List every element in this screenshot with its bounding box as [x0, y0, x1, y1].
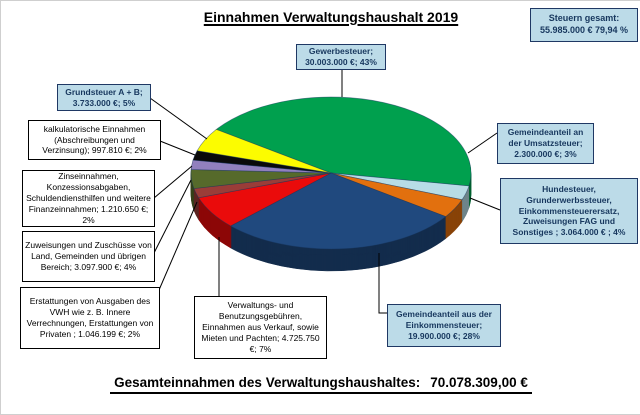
callout-text: Verwaltungs- und Benutzungsgebühren, Ein… — [201, 300, 320, 354]
callout-text: Gemeindeanteil aus der Einkommensteuer; … — [396, 309, 492, 341]
leader-line-7 — [378, 253, 387, 314]
page-title: Einnahmen Verwaltungshaushalt 2019 — [203, 9, 459, 25]
callout-text: Zinseinnahmen, Konzessionsabgaben, Schul… — [26, 171, 151, 225]
callout-text: kalkulatorische Einnahmen (Abschreibunge… — [42, 123, 147, 156]
taxes-total-line2: 55.985.000 € 79,94 % — [539, 25, 629, 35]
callout-kalkulatorische: kalkulatorische Einnahmen (Abschreibunge… — [28, 120, 161, 160]
total-line: Gesamteinnahmen des Verwaltungshaushalte… — [1, 375, 640, 394]
leader-line-3 — [153, 165, 193, 199]
leader-line-4 — [153, 179, 192, 254]
callout-zinseinnahmen: Zinseinnahmen, Konzessionsabgaben, Schul… — [22, 170, 155, 227]
callout-text: Gewerbesteuer; 30.003.000 €; 43% — [305, 46, 377, 67]
leader-line-5 — [158, 201, 198, 291]
leader-line-2 — [159, 140, 196, 156]
pie-slice-gewerbesteuer — [215, 96, 472, 187]
pie-slice-grundsteuer — [196, 129, 332, 174]
callout-text: Gemeindeanteil an der Umsatzsteuer; 2.30… — [507, 127, 584, 159]
callout-erstattungen: Erstattungen von Ausgaben des VWH wie z.… — [20, 287, 160, 349]
callout-umsatzsteuer: Gemeindeanteil an der Umsatzsteuer; 2.30… — [497, 123, 594, 164]
leader-line-1 — [149, 97, 208, 140]
leader-line-8 — [469, 197, 501, 211]
callout-grundsteuer: Grundsteuer A + B; 3.733.000 €; 5% — [57, 84, 151, 111]
callout-gebuehren: Verwaltungs- und Benutzungsgebühren, Ein… — [194, 296, 327, 359]
callout-text: Hundesteuer, Grunderwerbssteuer, Einkomm… — [512, 183, 626, 238]
callout-zuweisungen: Zuweisungen und Zuschüsse von Land, Geme… — [22, 231, 155, 282]
leader-line-9 — [467, 132, 498, 154]
callout-hundesteuer: Hundesteuer, Grunderwerbssteuer, Einkomm… — [500, 178, 638, 244]
total-label: Gesamteinnahmen des Verwaltungshaushalte… — [114, 375, 421, 390]
taxes-total-line1: Steuern gesamt: — [548, 13, 620, 24]
callout-gewerbesteuer: Gewerbesteuer; 30.003.000 €; 43% — [296, 44, 386, 70]
callout-taxes-total: Steuern gesamt: 55.985.000 € 79,94 % — [530, 8, 638, 42]
pie-slice-einkommensteuer — [229, 172, 447, 250]
callout-text: Erstattungen von Ausgaben des VWH wie z.… — [26, 296, 154, 339]
total-value: 70.078.309,00 € — [430, 375, 528, 390]
callout-einkommensteuer: Gemeindeanteil aus der Einkommensteuer; … — [387, 304, 501, 347]
callout-text: Zuweisungen und Zuschüsse von Land, Geme… — [25, 240, 152, 272]
callout-text: Grundsteuer A + B; 3.733.000 €; 5% — [65, 86, 143, 108]
total-line-underline: Gesamteinnahmen des Verwaltungshaushalte… — [110, 375, 532, 394]
